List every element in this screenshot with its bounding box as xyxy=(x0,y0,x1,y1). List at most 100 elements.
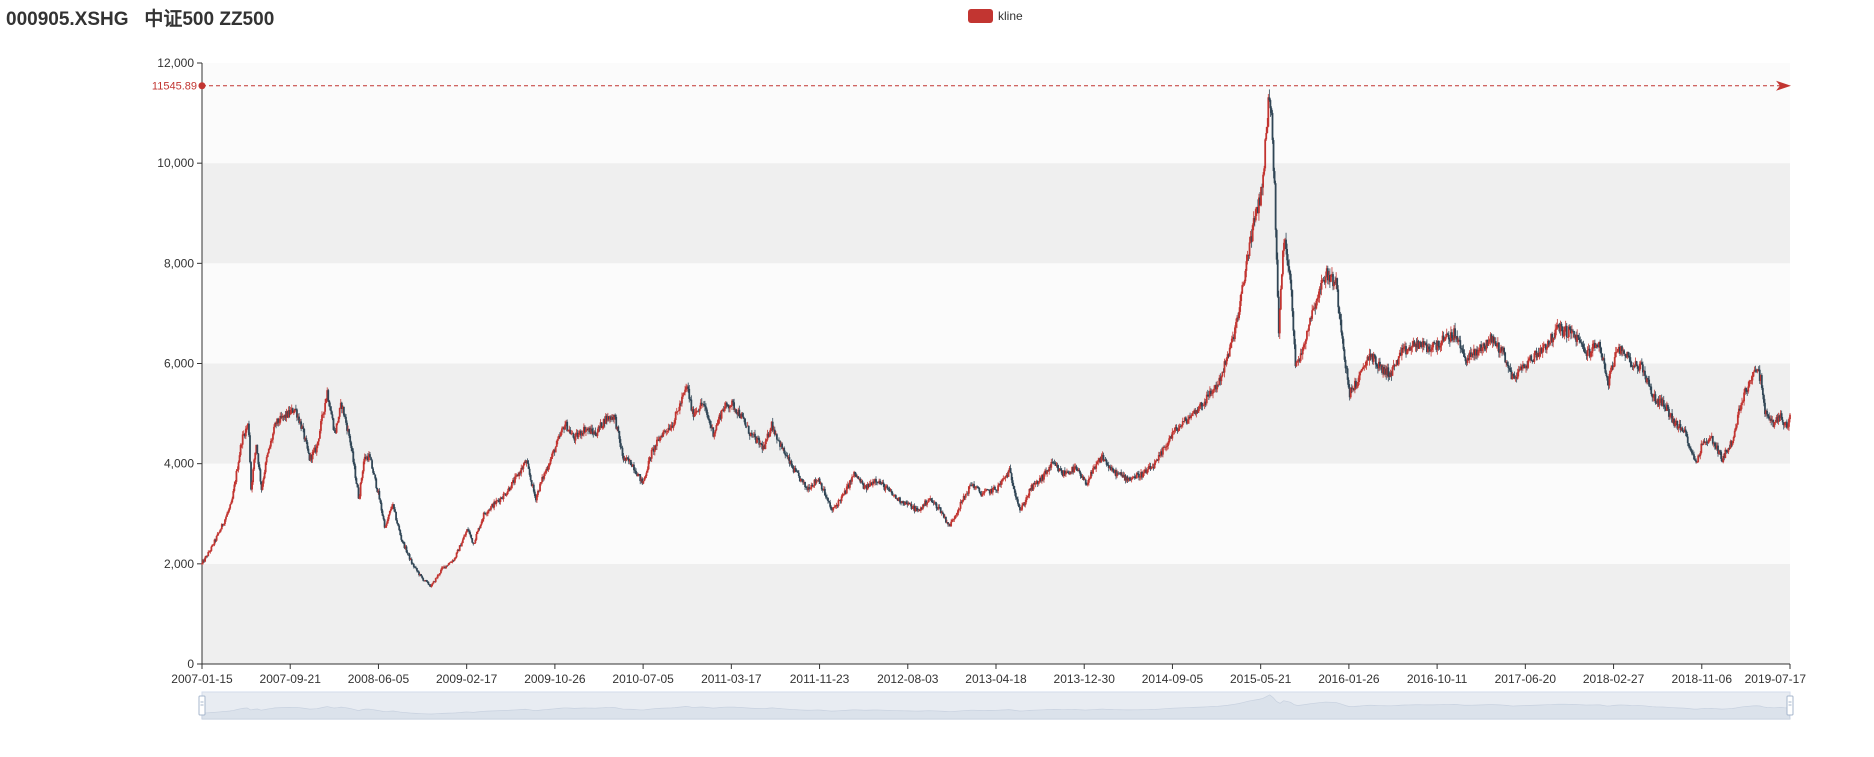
candle-body xyxy=(1136,473,1139,474)
legend-label-kline[interactable]: kline xyxy=(998,9,1023,23)
candle-body xyxy=(1765,410,1767,415)
candle-body xyxy=(644,476,647,478)
candle-body xyxy=(1516,372,1519,379)
candle-body xyxy=(1746,391,1749,392)
candle-body xyxy=(1552,337,1555,343)
candle-body xyxy=(715,425,718,431)
candle-body xyxy=(1362,366,1365,370)
candle-body xyxy=(953,518,956,520)
candle-body xyxy=(1330,275,1332,282)
candle-body xyxy=(383,519,386,528)
candle-body xyxy=(292,411,295,413)
x-tick-label: 2009-10-26 xyxy=(524,672,586,686)
candle-body xyxy=(641,478,644,484)
candle-body xyxy=(710,424,713,428)
candle-body xyxy=(705,406,707,410)
candle-body xyxy=(283,414,286,418)
candle-body xyxy=(602,419,605,427)
candle-body xyxy=(205,555,208,558)
candle-body xyxy=(1247,255,1250,256)
candle-body xyxy=(1095,464,1098,469)
candle-body xyxy=(1768,416,1771,420)
candle-body xyxy=(483,512,486,514)
candle-body xyxy=(1204,401,1207,404)
candle-body xyxy=(1061,473,1064,477)
candle-body xyxy=(341,406,344,409)
candle-body xyxy=(449,562,452,564)
candle-body xyxy=(497,500,500,501)
candle-body xyxy=(1080,475,1083,478)
candle-body xyxy=(1099,458,1102,462)
candle-body xyxy=(753,433,755,435)
candle-body xyxy=(1675,420,1678,423)
legend-swatch-kline[interactable] xyxy=(968,9,993,23)
candle-body xyxy=(685,387,688,390)
candle-body xyxy=(1426,344,1428,353)
candle-body xyxy=(1192,411,1195,414)
candle-body xyxy=(900,502,902,504)
candle-body xyxy=(1319,288,1322,290)
candle-body xyxy=(477,528,480,532)
candle-body xyxy=(740,413,743,419)
candle-body xyxy=(613,414,616,420)
candle-body xyxy=(731,400,733,406)
candle-body xyxy=(1138,473,1140,478)
candle-body xyxy=(545,468,548,473)
candle-body xyxy=(973,484,975,489)
candle-body xyxy=(1630,362,1633,367)
candle-body xyxy=(649,457,652,459)
candle-body xyxy=(986,489,989,490)
candle-body xyxy=(1310,317,1312,319)
candle-body xyxy=(648,457,651,461)
candle-body xyxy=(509,488,512,490)
candle-body xyxy=(790,460,793,467)
candle-body xyxy=(739,416,742,419)
candle-body xyxy=(1102,454,1105,461)
candle-body xyxy=(1338,307,1341,314)
candle-body xyxy=(266,453,269,458)
candle-body xyxy=(1096,461,1099,465)
candle-body xyxy=(1446,333,1449,335)
candle-body xyxy=(1004,476,1007,479)
candle-body xyxy=(1598,342,1600,348)
candle-body xyxy=(656,439,658,447)
candle-body xyxy=(216,533,219,536)
candle-body xyxy=(1215,385,1218,390)
candle-body xyxy=(441,567,443,570)
candle-body xyxy=(1506,362,1509,365)
candle-body xyxy=(1076,468,1079,471)
candle-body xyxy=(642,480,645,484)
candle-body xyxy=(384,525,387,528)
candle-body xyxy=(1240,293,1243,302)
candle-body xyxy=(1078,469,1081,473)
candle-body xyxy=(1335,278,1338,284)
candle-body xyxy=(337,416,340,423)
candle-body xyxy=(980,493,983,497)
candle-body xyxy=(674,411,677,421)
candle-body xyxy=(274,423,276,427)
candle-body xyxy=(1373,354,1376,357)
candle-body xyxy=(386,519,389,524)
candle-body xyxy=(1664,407,1667,411)
candle-body xyxy=(1611,365,1614,367)
candle-body xyxy=(1606,376,1609,381)
candle-body xyxy=(448,562,451,565)
datazoom-selection[interactable] xyxy=(202,692,1790,719)
candle-body xyxy=(570,433,573,435)
candle-body xyxy=(929,498,932,500)
candle-body xyxy=(1048,466,1051,472)
candle-body xyxy=(208,551,211,553)
candle-body xyxy=(275,423,277,425)
candle-body xyxy=(1374,356,1377,365)
candle-body xyxy=(1545,347,1548,350)
candle-body xyxy=(1093,466,1095,469)
candle-body xyxy=(1227,354,1230,357)
candle-body xyxy=(950,521,953,527)
candle-body xyxy=(1393,365,1396,366)
candle-body xyxy=(1231,337,1234,339)
candle-body xyxy=(1275,229,1278,260)
candle-body xyxy=(375,478,378,489)
candle-body xyxy=(1252,218,1255,226)
candle-body xyxy=(1600,347,1603,354)
candle-body xyxy=(976,486,979,488)
